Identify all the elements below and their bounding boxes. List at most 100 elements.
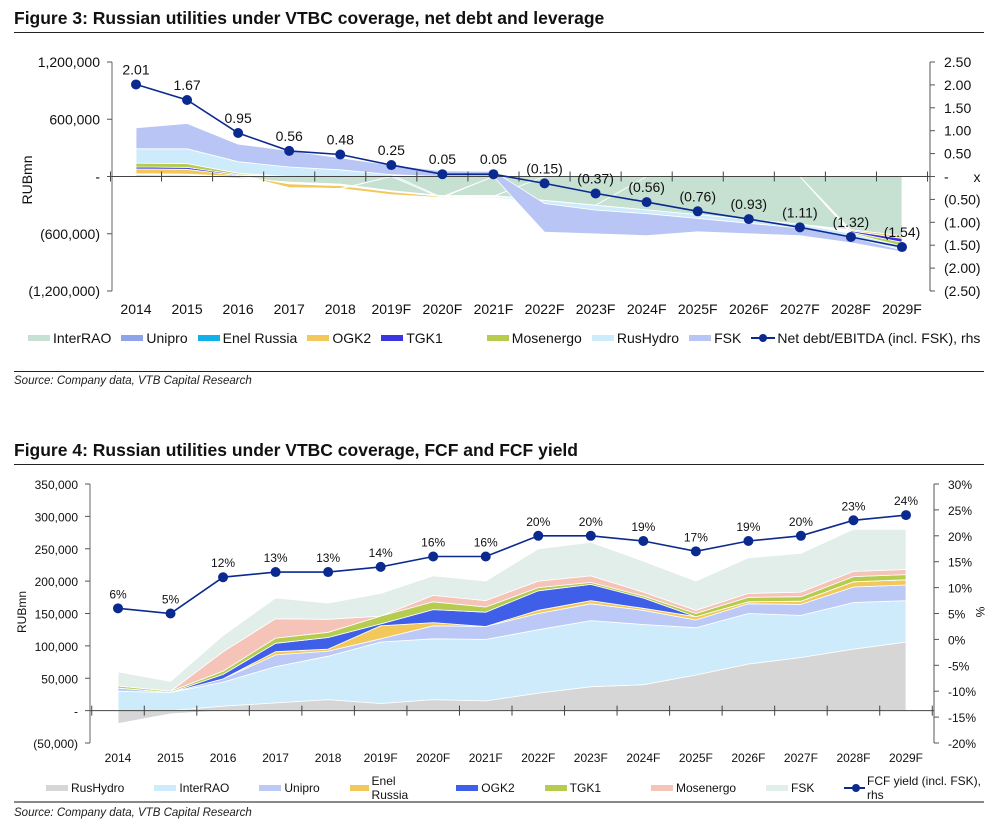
figure-3-title-rule — [14, 32, 984, 33]
x-axis-tick-label: 2025F — [678, 301, 718, 317]
data-label: (0.93) — [731, 196, 768, 212]
figure-4-title-rule — [14, 464, 984, 465]
line-point — [897, 242, 907, 253]
legend-label: RusHydro — [616, 330, 680, 346]
figure-3-source: Source: Company data, VTB Capital Resear… — [14, 375, 252, 387]
right-axis-tick-label: 1.00 — [944, 123, 971, 139]
figure-4-chart: 350,000 300,000 250,000 200,000 150,000 100,0… — [15, 478, 987, 765]
right-axis-tick-label: 25% — [948, 504, 972, 518]
data-label: 14% — [369, 546, 393, 560]
left-axis-tick-label: 250,000 — [35, 543, 79, 557]
right-axis-tick-label: 20% — [948, 530, 972, 544]
data-label: (1.54) — [884, 224, 921, 240]
left-axis-tick-label: (600,000) — [40, 226, 100, 242]
left-axis-tick-label: - — [74, 705, 78, 719]
data-label: 19% — [736, 520, 760, 534]
data-label: 16% — [474, 536, 498, 550]
line-point — [585, 530, 596, 541]
legend-label: InterRAO — [179, 781, 230, 795]
left-axis-tick-label: 1,200,000 — [38, 54, 100, 70]
line-point — [113, 603, 123, 614]
data-label: 20% — [526, 515, 550, 529]
right-axis-tick-label: -10% — [948, 685, 976, 699]
legend-swatch — [486, 335, 509, 341]
legend-swatch — [307, 335, 330, 341]
x-axis-tick-label: 2025F — [679, 751, 713, 765]
data-label: (0.56) — [628, 179, 665, 195]
line-point — [533, 530, 544, 541]
line-point — [848, 515, 859, 526]
x-axis-tick-label: 2024F — [626, 751, 660, 765]
line-point — [845, 231, 856, 242]
line-point — [488, 169, 499, 180]
right-axis-tick-label: 15% — [948, 556, 972, 570]
right-axis-tick-label: -15% — [948, 711, 976, 725]
right-axis-title: x — [974, 169, 981, 185]
left-axis-tick-label: 350,000 — [35, 478, 79, 492]
data-label: 23% — [841, 499, 865, 513]
legend-item-mosenergo: Mosenergo — [651, 781, 736, 795]
x-axis-tick-label: 2017 — [262, 751, 289, 765]
data-label: 13% — [264, 551, 288, 565]
right-axis-tick-label: 30% — [948, 478, 972, 492]
line-point — [335, 149, 346, 160]
legend-item-net-debt-ebitda-incl-fsk-rhs: Net debt/EBITDA (incl. FSK), rhs — [751, 330, 980, 346]
data-label: (1.11) — [782, 204, 818, 220]
x-axis-tick-label: 2017 — [274, 301, 305, 317]
legend-item-fsk: FSK — [689, 330, 741, 346]
data-label: 19% — [631, 520, 655, 534]
data-label: 24% — [894, 494, 918, 508]
legend-label: TGK1 — [569, 781, 601, 795]
line-net-debt-ebitda-incl-fsk-rhs — [135, 83, 903, 248]
legend-item-unipro: Unipro — [121, 330, 188, 346]
x-axis-tick-label: 2016 — [210, 751, 237, 765]
right-axis-tick-label: (1.00) — [944, 214, 981, 230]
legend-item-fsk: FSK — [766, 781, 814, 795]
right-axis-tick-label: - — [944, 169, 949, 185]
line-point — [182, 95, 193, 106]
legend-label: FSK — [714, 330, 742, 346]
legend-label: RusHydro — [71, 781, 125, 795]
data-label: 0.25 — [378, 142, 405, 158]
x-axis-tick-label: 2014 — [105, 751, 132, 765]
data-label: 12% — [211, 556, 235, 570]
line-point — [641, 197, 652, 208]
legend-swatch — [259, 785, 282, 791]
x-axis-tick-label: 2027F — [780, 301, 820, 317]
x-axis-tick-label: 2020F — [423, 301, 463, 317]
legend-label: FSK — [791, 781, 815, 795]
right-axis-tick-label: 0% — [948, 633, 966, 647]
x-axis-tick-label: 2026F — [729, 301, 769, 317]
line-point — [743, 214, 754, 225]
legend-item-interrao: InterRAO — [28, 330, 111, 346]
data-label: 0.95 — [225, 110, 252, 126]
x-axis-tick-label: 2015 — [157, 751, 184, 765]
data-label: 2.01 — [122, 61, 149, 77]
figure-3-title: Figure 3: Russian utilities under VTBC c… — [14, 8, 605, 28]
right-axis-tick-label: 2.00 — [944, 77, 971, 93]
left-axis-title: RUBmn — [15, 591, 29, 633]
right-axis-tick-label: (2.00) — [944, 260, 981, 276]
area-fsk — [117, 528, 907, 692]
line-point — [218, 572, 229, 583]
figure-3-source-rule — [14, 371, 984, 372]
left-axis-tick-label: 600,000 — [49, 111, 100, 127]
legend-item-fcf-yield-incl-fsk-rhs: FCF yield (incl. FSK), rhs — [844, 774, 982, 802]
legend-item-unipro: Unipro — [259, 781, 320, 795]
x-axis-tick-label: 2029F — [882, 301, 922, 317]
line-point — [284, 145, 295, 156]
legend-swatch — [121, 335, 144, 341]
line-point — [233, 127, 244, 138]
line-point — [131, 79, 141, 90]
legend-swatch — [766, 785, 789, 791]
x-axis-tick-label: 2022F — [525, 301, 565, 317]
legend-item-ogk2: OGK2 — [456, 781, 515, 795]
legend-swatch — [651, 785, 673, 791]
x-axis-tick-label: 2022F — [521, 751, 555, 765]
data-label: 0.05 — [429, 151, 456, 167]
data-label: (0.37) — [577, 170, 614, 186]
legend-item-rushydro: RusHydro — [591, 330, 680, 346]
legend-item-enel-russia: Enel Russia — [197, 330, 297, 346]
legend-swatch — [456, 785, 479, 791]
x-axis-tick-label: 2023F — [576, 301, 616, 317]
